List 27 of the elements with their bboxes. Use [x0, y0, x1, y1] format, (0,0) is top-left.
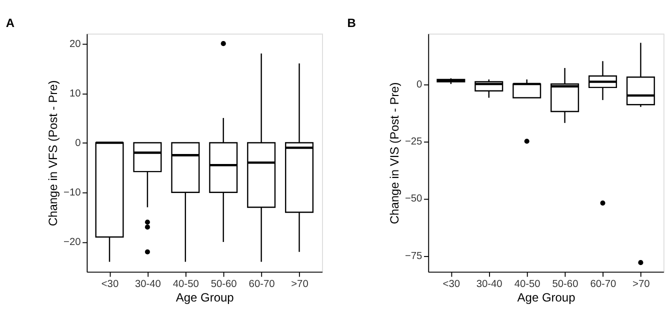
y-tick-label: 10	[69, 88, 82, 100]
y-tick-label: 20	[69, 38, 82, 50]
x-tick-label: <30	[101, 278, 119, 290]
x-tick-label: 50-60	[210, 278, 238, 290]
x-tick-label: >70	[291, 278, 309, 290]
y-axis-title: Change in VIS (Post - Pre)	[387, 82, 402, 224]
x-tick-label: >70	[632, 278, 650, 290]
y-tick-label: −50	[404, 194, 423, 205]
x-tick-label: 60-70	[248, 278, 276, 290]
y-tick-label: 0	[416, 79, 423, 90]
x-tick-label: <30	[442, 278, 460, 290]
y-tick-label: −25	[404, 136, 423, 148]
y-tick-label: −20	[64, 237, 82, 248]
x-tick-label: 40-50	[514, 278, 541, 290]
x-axis-title: Age Group	[517, 290, 576, 305]
chart-title: A	[6, 16, 15, 30]
y-tick-label: −75	[404, 250, 423, 262]
x-axis-title: Age Group	[176, 290, 234, 305]
y-tick-label: −10	[64, 188, 82, 199]
y-axis-title: Change in VFS (Post - Pre)	[46, 80, 60, 226]
x-tick-label: 50-60	[552, 278, 579, 290]
x-tick-label: 30-40	[476, 278, 503, 290]
y-tick-label: 0	[75, 138, 82, 150]
x-tick-label: 30-40	[134, 278, 162, 290]
chart-title: B	[347, 16, 356, 30]
x-tick-label: 60-70	[590, 278, 617, 290]
x-tick-label: 40-50	[172, 278, 200, 290]
